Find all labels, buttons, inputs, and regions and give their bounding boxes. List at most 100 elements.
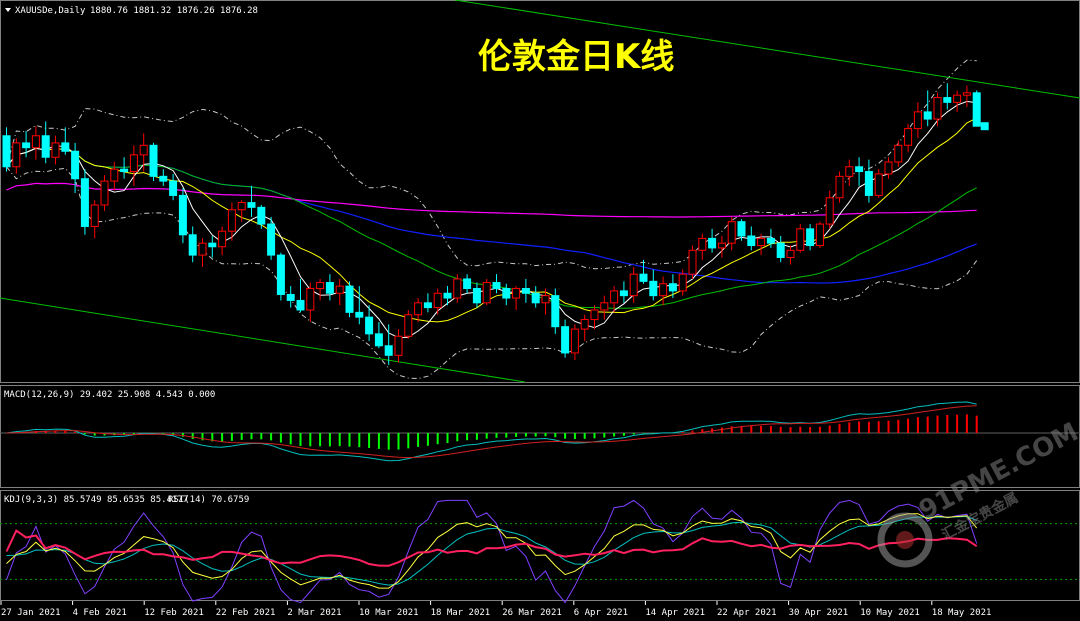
candle-body bbox=[345, 285, 354, 313]
candle bbox=[345, 281, 354, 318]
candle bbox=[61, 127, 70, 155]
candle-body bbox=[757, 237, 766, 247]
ohlc-label: 1880.76 1881.32 1876.26 1876.28 bbox=[90, 6, 258, 16]
candle-body bbox=[120, 168, 129, 173]
candle bbox=[22, 130, 31, 158]
candle bbox=[815, 221, 824, 248]
candle bbox=[31, 126, 40, 160]
candle-body bbox=[22, 142, 31, 149]
candle-body bbox=[2, 135, 11, 168]
candle-body bbox=[247, 202, 256, 208]
candle-body bbox=[933, 97, 942, 120]
candle bbox=[100, 175, 109, 211]
candle-body bbox=[61, 142, 70, 152]
ma-long-line bbox=[6, 147, 977, 309]
candle bbox=[904, 123, 913, 153]
candlestick-series bbox=[2, 83, 989, 365]
candle-body bbox=[237, 202, 246, 211]
candle bbox=[884, 157, 893, 179]
candle bbox=[178, 188, 187, 244]
rsi-line bbox=[5, 529, 978, 567]
candle bbox=[149, 142, 158, 182]
candle bbox=[208, 235, 217, 258]
candle bbox=[570, 324, 579, 361]
candle-body bbox=[698, 237, 707, 251]
kdj-label: KDJ(9,3,3) 85.5749 85.6535 85.4177 bbox=[4, 495, 188, 505]
macd-label: MACD(12,26,9) 29.402 25.908 4.543 0.000 bbox=[4, 390, 215, 400]
candle-body bbox=[776, 242, 785, 258]
candle bbox=[757, 233, 766, 256]
candle bbox=[316, 278, 325, 301]
candle bbox=[512, 286, 521, 310]
candle-body bbox=[825, 197, 834, 225]
candle-body bbox=[717, 242, 726, 249]
candle bbox=[717, 235, 726, 258]
candle bbox=[374, 321, 383, 349]
candle-body bbox=[659, 283, 668, 297]
candle-body bbox=[139, 144, 148, 156]
candle-body bbox=[923, 111, 932, 120]
candle-body bbox=[296, 299, 305, 311]
candle-body bbox=[198, 242, 207, 256]
candle bbox=[629, 267, 638, 303]
candle bbox=[639, 259, 648, 284]
candle-body bbox=[267, 223, 276, 256]
candle-body bbox=[668, 283, 677, 292]
candle bbox=[90, 200, 99, 239]
candle bbox=[580, 314, 589, 342]
candle bbox=[257, 204, 266, 229]
candle bbox=[120, 157, 129, 179]
candle bbox=[414, 298, 423, 322]
candle bbox=[306, 282, 315, 322]
candle bbox=[933, 92, 942, 127]
candle bbox=[737, 219, 746, 241]
candle bbox=[267, 216, 276, 260]
candle bbox=[71, 142, 80, 194]
x-axis-tick-label: 2 Mar 2021 bbox=[287, 608, 341, 618]
ma-short-line bbox=[6, 100, 977, 339]
candle-body bbox=[884, 161, 893, 175]
macd-dif-line bbox=[6, 401, 977, 462]
candle-body bbox=[962, 92, 971, 96]
candle-body bbox=[335, 285, 344, 294]
candle-body bbox=[835, 175, 844, 199]
candle bbox=[610, 286, 619, 313]
candle bbox=[972, 90, 981, 127]
rsi-label: RSI(14) 70.6759 bbox=[168, 495, 249, 505]
x-axis-tick-label: 6 Apr 2021 bbox=[574, 608, 628, 618]
candle bbox=[835, 171, 844, 203]
x-axis-tick-label: 10 Mar 2021 bbox=[359, 608, 419, 618]
candle-body bbox=[855, 166, 864, 173]
kdj-j-line bbox=[6, 499, 978, 604]
candle-body bbox=[521, 288, 530, 294]
dropdown-triangle-icon[interactable] bbox=[5, 8, 11, 12]
candle-body bbox=[316, 282, 325, 289]
x-axis-tick-label: 27 Jan 2021 bbox=[1, 608, 61, 618]
candle bbox=[659, 276, 668, 306]
candle-body bbox=[384, 345, 393, 356]
x-axis-tick-label: 10 May 2021 bbox=[860, 608, 920, 618]
candle bbox=[139, 133, 148, 172]
candle bbox=[541, 288, 550, 315]
candle-body bbox=[708, 237, 717, 249]
candle-body bbox=[31, 135, 40, 149]
candle bbox=[600, 295, 609, 320]
x-axis-tick-label: 26 Mar 2021 bbox=[502, 608, 562, 618]
candle-body bbox=[766, 237, 775, 244]
candle-body bbox=[894, 144, 903, 163]
x-axis-tick-label: 22 Apr 2021 bbox=[717, 608, 777, 618]
candle-body bbox=[306, 288, 315, 311]
x-axis-tick-label: 12 Feb 2021 bbox=[144, 608, 204, 618]
candle-body bbox=[433, 292, 442, 309]
candle bbox=[218, 226, 227, 256]
ma-magenta-line bbox=[6, 182, 977, 218]
candle-body bbox=[639, 273, 648, 282]
candle bbox=[433, 288, 442, 315]
candle bbox=[855, 157, 864, 186]
x-axis-tick-label: 4 Feb 2021 bbox=[73, 608, 127, 618]
candle bbox=[227, 202, 236, 241]
candle bbox=[335, 278, 344, 306]
candle-body bbox=[90, 204, 99, 227]
candle-body bbox=[551, 295, 560, 328]
candle-body bbox=[110, 168, 119, 182]
